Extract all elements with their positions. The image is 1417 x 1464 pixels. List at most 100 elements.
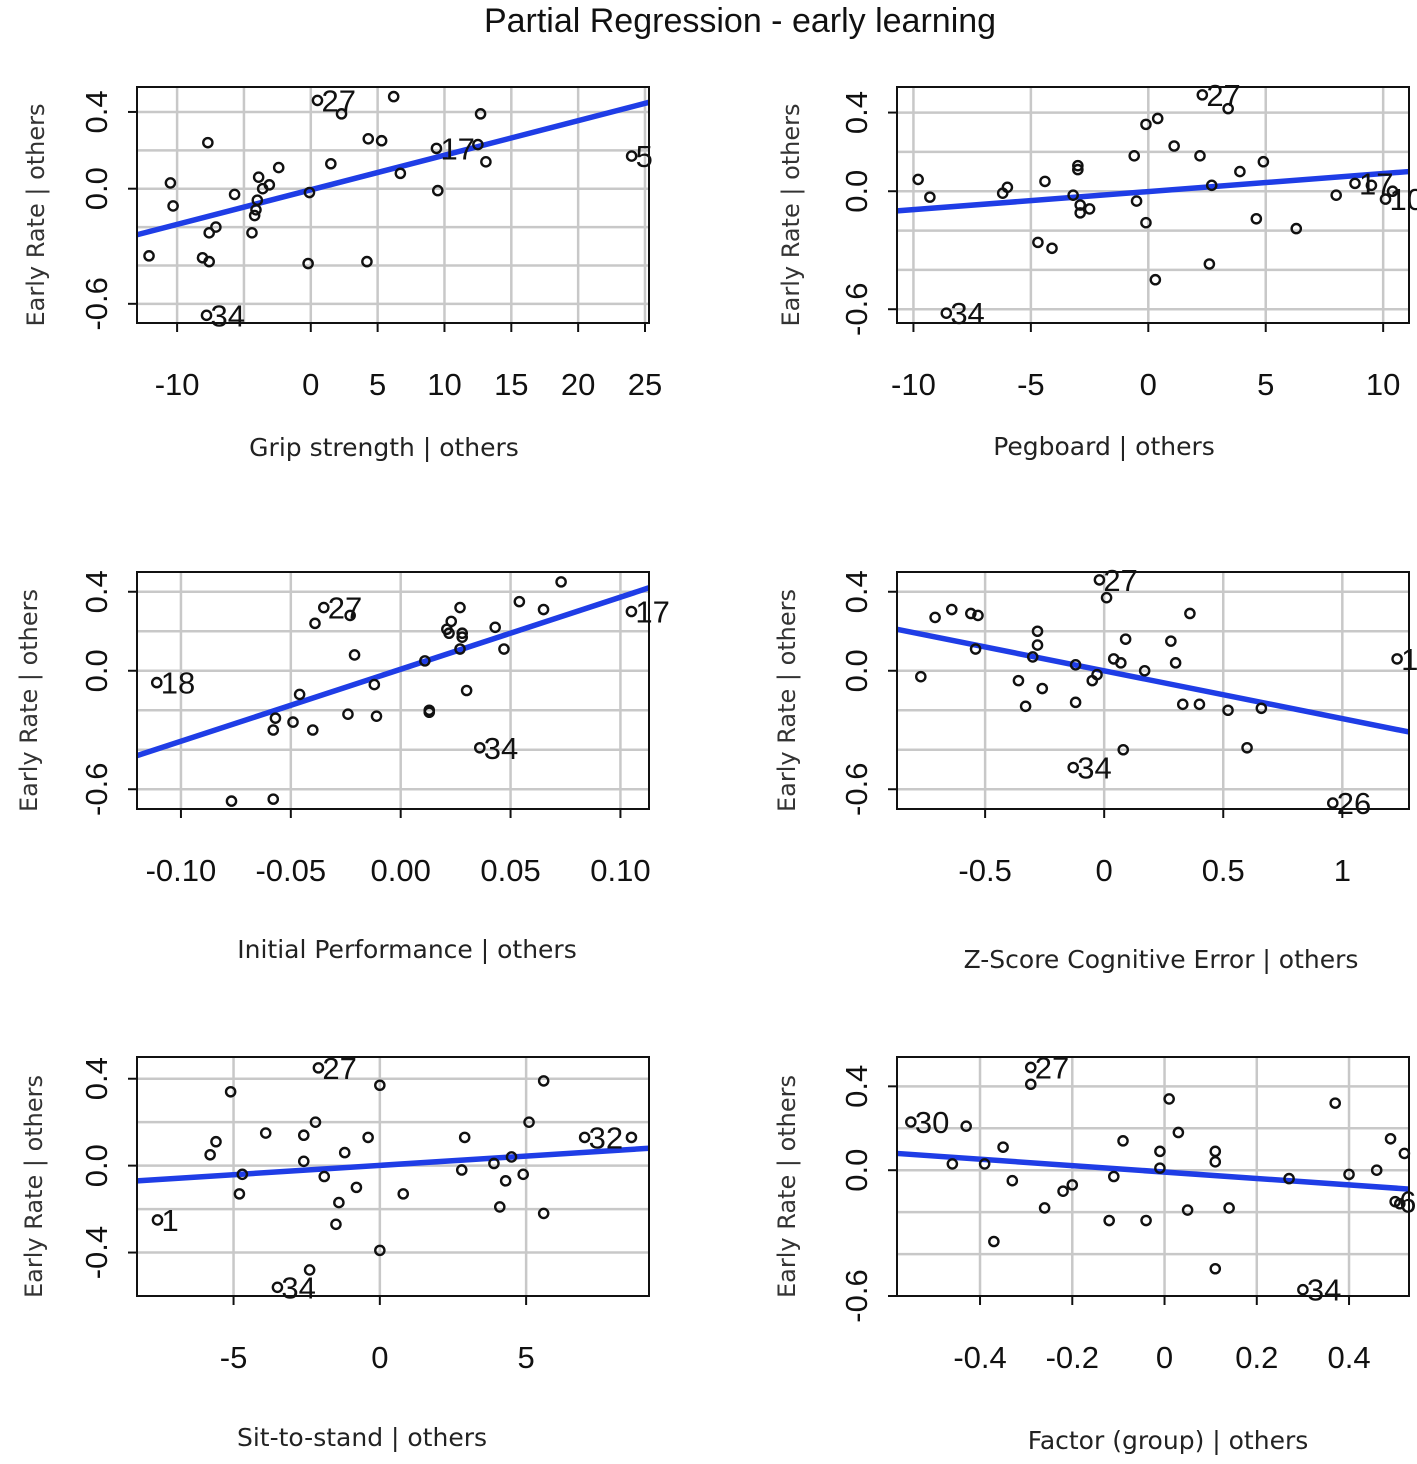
data-point <box>978 1158 991 1170</box>
point-label: 27 <box>328 591 362 626</box>
data-point <box>348 649 361 661</box>
data-point <box>1329 1097 1341 1109</box>
y-tick-label: 0.0 <box>79 1144 114 1187</box>
y-axis: -0.6 0.0 0.4 <box>839 570 897 816</box>
data-point <box>493 1201 506 1213</box>
data-point <box>202 136 214 149</box>
data-point <box>1330 189 1342 201</box>
data-point <box>940 307 953 319</box>
y-tick-label: 0.4 <box>79 1057 114 1100</box>
y-tick-label: 0.4 <box>79 570 114 613</box>
x-tick-label: 0.4 <box>1327 1340 1370 1375</box>
data-point <box>248 209 261 222</box>
y-axis-label: Early Rate | others <box>22 103 50 326</box>
data-point <box>474 108 487 120</box>
x-tick-label: -5 <box>1017 367 1045 402</box>
data-point <box>271 1281 284 1294</box>
y-tick-label: 0.4 <box>839 1065 874 1108</box>
data-point <box>1038 1202 1051 1214</box>
data-point <box>297 1155 310 1168</box>
y-tick-label: 0.4 <box>839 91 874 134</box>
data-point <box>204 1148 216 1161</box>
data-point <box>480 156 492 168</box>
data-point <box>267 724 280 736</box>
data-point <box>625 1131 638 1144</box>
regression-line <box>136 1145 650 1184</box>
data-point <box>1194 150 1206 162</box>
data-point <box>1012 674 1025 687</box>
data-point <box>1069 696 1082 709</box>
data-point <box>1297 1283 1309 1296</box>
data-point <box>456 627 469 640</box>
data-point <box>312 1062 325 1074</box>
data-point <box>362 1131 374 1144</box>
data-point <box>1100 591 1113 604</box>
data-point <box>1036 682 1049 695</box>
data-point <box>472 138 484 151</box>
x-tick-label: 0.10 <box>590 853 650 888</box>
data-point <box>929 611 941 624</box>
data-point <box>1117 743 1130 756</box>
x-tick-label: 0.5 <box>1202 853 1245 888</box>
data-point <box>1241 741 1253 754</box>
data-point <box>1074 199 1086 211</box>
data-point <box>1151 112 1164 125</box>
data-point <box>250 203 262 216</box>
data-point <box>996 187 1009 199</box>
data-point <box>1057 1185 1069 1197</box>
x-axis-label: Grip strength | others <box>249 433 519 462</box>
data-point <box>228 188 241 201</box>
data-point <box>374 1244 386 1257</box>
data-point <box>946 1158 959 1170</box>
data-point <box>302 257 314 270</box>
point-label: 27 <box>321 83 355 118</box>
data-point <box>1019 700 1032 713</box>
data-point <box>143 250 155 262</box>
data-point <box>1154 1162 1166 1174</box>
data-point <box>458 1131 471 1144</box>
x-tick-label: 5 <box>369 367 386 402</box>
x-tick-label: 0 <box>1096 853 1113 888</box>
data-point <box>473 741 486 754</box>
data-point <box>370 710 383 722</box>
y-tick-label: -0.6 <box>839 1269 874 1322</box>
point-label: 27 <box>1035 1050 1069 1085</box>
data-point <box>1074 207 1086 219</box>
data-point <box>555 576 567 588</box>
point-label: 32 <box>589 1120 623 1155</box>
data-point <box>517 1168 529 1181</box>
data-point <box>419 655 431 667</box>
data-point <box>1290 222 1303 235</box>
data-point <box>1255 702 1268 715</box>
x-axis: -5 0 5 <box>220 1295 535 1375</box>
data-point <box>1140 1214 1152 1227</box>
x-tick-label: -0.2 <box>1046 1340 1099 1375</box>
data-point <box>1169 657 1182 669</box>
data-point <box>1257 155 1270 168</box>
data-point <box>151 1214 164 1226</box>
data-point <box>1222 704 1234 717</box>
data-point <box>423 706 436 719</box>
data-point <box>1181 1204 1194 1216</box>
data-point <box>1176 698 1189 711</box>
x-axis-label: Factor (group) | others <box>1028 1426 1309 1455</box>
x-axis-label: Pegboard | others <box>993 432 1215 461</box>
data-point <box>224 1085 237 1098</box>
data-point <box>625 150 638 162</box>
y-tick-label: -0.6 <box>79 277 114 330</box>
data-point <box>1283 1172 1295 1185</box>
data-point <box>1024 1061 1037 1074</box>
data-point <box>455 1164 468 1176</box>
y-tick-label: -0.4 <box>79 1226 114 1279</box>
x-axis: -0.5 0 0.5 1 <box>958 808 1351 888</box>
regression-panel: 27183426-0.500.51-0.60.00.4Z-Score Cogni… <box>773 563 1417 974</box>
data-point <box>1083 203 1096 215</box>
x-tick-label: -0.10 <box>146 853 217 888</box>
point-label: 1 <box>161 1203 178 1238</box>
point-label: 30 <box>915 1105 949 1140</box>
data-point <box>1343 1168 1355 1181</box>
data-point <box>1250 212 1263 225</box>
data-point <box>1379 193 1392 205</box>
data-point <box>1168 140 1180 152</box>
data-point <box>1067 761 1080 774</box>
